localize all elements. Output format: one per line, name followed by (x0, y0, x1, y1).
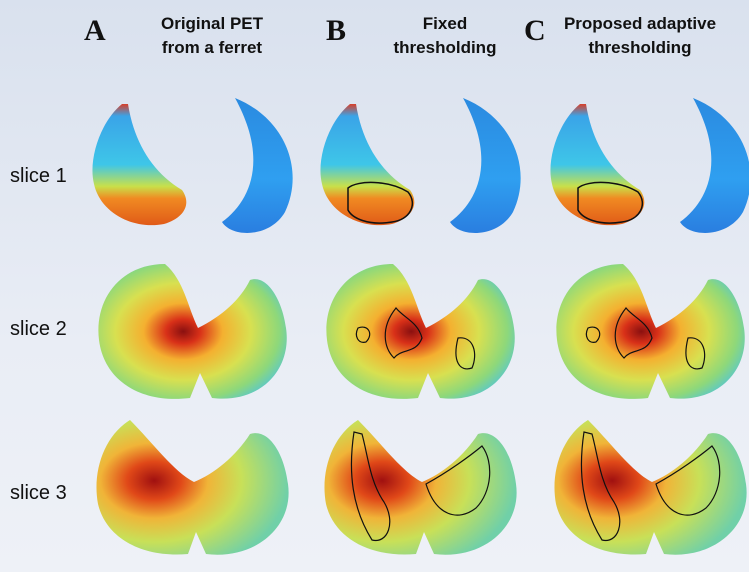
row-label: slice 2 (10, 318, 67, 341)
title-line: from a ferret (112, 36, 312, 60)
pet-image (326, 264, 514, 399)
row-label: slice 1 (10, 165, 67, 188)
pet-image (96, 420, 288, 555)
title-line: thresholding (540, 36, 740, 60)
pet-image (554, 420, 746, 555)
pet-image (92, 98, 292, 233)
pet-image (556, 264, 744, 399)
row-label: slice 3 (10, 482, 67, 505)
figure: A B C Original PETfrom a ferret Fixedthr… (0, 0, 749, 572)
title-line: thresholding (345, 36, 545, 60)
images (0, 0, 749, 572)
pet-image (324, 420, 516, 555)
title-line: Fixed (345, 12, 545, 36)
panel-letter: A (84, 14, 106, 48)
pet-image (98, 264, 286, 399)
title-line: Proposed adaptive (540, 12, 740, 36)
panel-letter: B (326, 14, 346, 48)
title-line: Original PET (112, 12, 312, 36)
pet-image (320, 98, 520, 233)
pet-image (550, 98, 749, 233)
